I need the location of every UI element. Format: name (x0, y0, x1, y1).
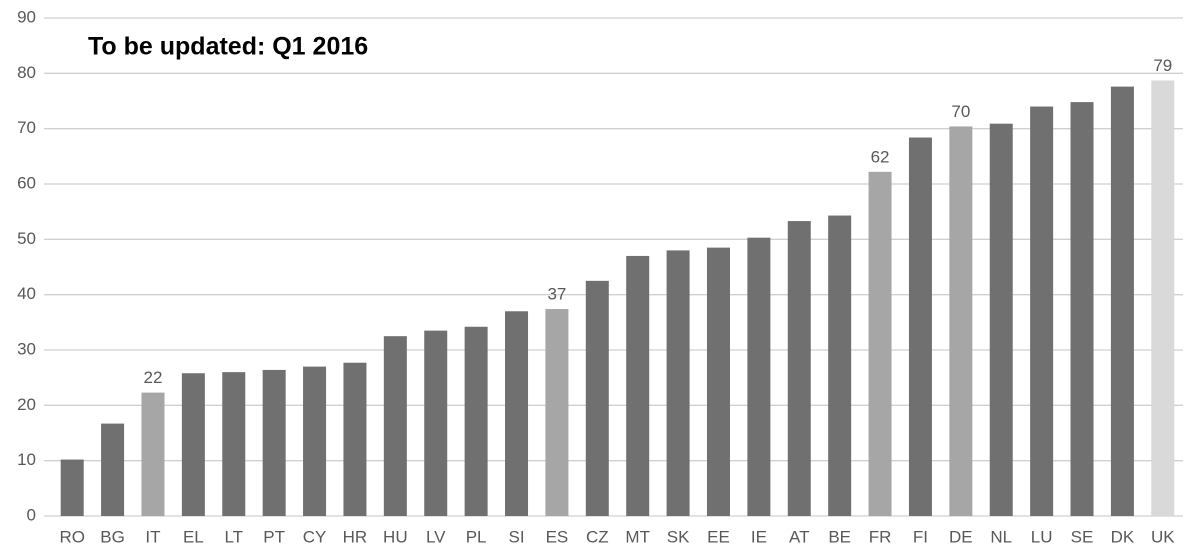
x-tick-label: LU (1031, 527, 1053, 546)
bar (60, 459, 84, 516)
y-tick-label: 10 (17, 450, 36, 469)
x-tick-label: BE (828, 527, 851, 546)
x-tick-label: EE (707, 527, 730, 546)
value-label: 70 (951, 102, 970, 121)
x-tick-label: ES (546, 527, 569, 546)
x-tick-label: IT (145, 527, 160, 546)
x-tick-label: SI (508, 527, 524, 546)
x-tick-label: DE (949, 527, 973, 546)
x-tick-label: LV (426, 527, 446, 546)
x-tick-label: SE (1071, 527, 1094, 546)
x-tick-label: CY (303, 527, 327, 546)
bar (383, 336, 407, 516)
bar (262, 369, 286, 516)
x-tick-label: FR (869, 527, 892, 546)
y-tick-label: 90 (17, 7, 36, 26)
bar (585, 280, 609, 516)
y-tick-label: 50 (17, 229, 36, 248)
value-label: 79 (1153, 56, 1172, 75)
x-tick-label: EL (183, 527, 204, 546)
value-label: 62 (871, 147, 890, 166)
x-tick-label: HR (343, 527, 368, 546)
bar (1030, 106, 1054, 517)
x-tick-label: RO (59, 527, 85, 546)
x-tick-label: HU (383, 527, 408, 546)
bar (505, 311, 529, 516)
x-tick-label: BG (100, 527, 125, 546)
bar (626, 255, 650, 516)
bar (464, 326, 488, 516)
bar (1110, 86, 1134, 516)
x-tick-label: PT (263, 527, 285, 546)
x-tick-label: FI (913, 527, 928, 546)
bar (303, 366, 327, 516)
y-tick-label: 60 (17, 173, 36, 192)
bar (343, 362, 367, 516)
x-tick-label: DK (1111, 527, 1135, 546)
bar (1151, 80, 1175, 516)
bar (706, 247, 730, 516)
y-tick-label: 80 (17, 63, 36, 82)
bar (1070, 102, 1094, 517)
x-tick-label: IE (751, 527, 767, 546)
y-tick-label: 30 (17, 339, 36, 358)
bar (908, 137, 932, 516)
bar (949, 126, 973, 516)
x-tick-label: NL (990, 527, 1012, 546)
bar (747, 237, 771, 516)
bar (101, 423, 125, 516)
bar (666, 250, 690, 516)
value-label: 22 (144, 368, 163, 387)
value-label: 37 (547, 285, 566, 304)
bar (868, 171, 892, 516)
y-tick-label: 40 (17, 284, 36, 303)
annotation: To be updated: Q1 2016 (88, 33, 368, 61)
y-tick-label: 0 (27, 505, 36, 524)
bar (141, 392, 165, 516)
y-tick-label: 20 (17, 395, 36, 414)
x-tick-label: CZ (586, 527, 609, 546)
x-tick-label: PL (466, 527, 487, 546)
bar (545, 309, 569, 516)
bar (181, 373, 205, 516)
bar (222, 372, 246, 516)
bar (424, 330, 448, 516)
y-tick-label: 70 (17, 118, 36, 137)
x-tick-label: UK (1151, 527, 1175, 546)
x-tick-label: MT (625, 527, 650, 546)
x-tick-label: LT (224, 527, 243, 546)
x-tick-label: AT (789, 527, 809, 546)
bar (828, 215, 852, 517)
bar (787, 221, 811, 516)
x-tick-label: SK (667, 527, 690, 546)
bar (989, 123, 1013, 516)
